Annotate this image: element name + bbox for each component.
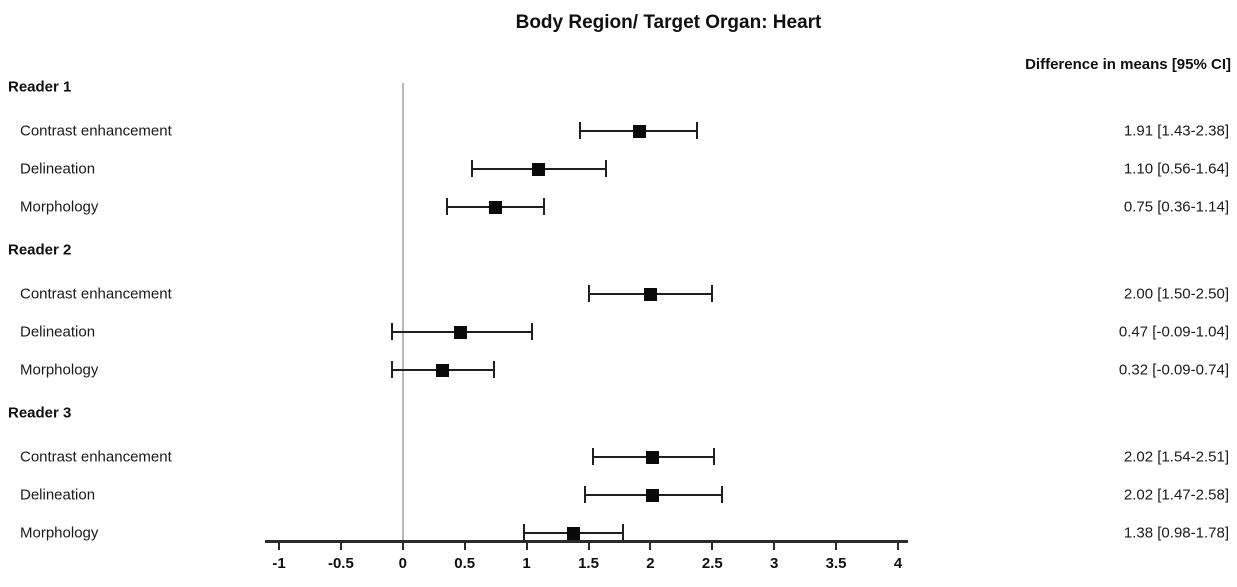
ci-cap-left xyxy=(587,285,590,302)
mean-marker xyxy=(646,450,660,464)
mean-marker xyxy=(567,526,581,540)
axis-tick-label: 3.5 xyxy=(825,555,847,572)
mean-marker xyxy=(632,124,646,138)
ci-cap-right xyxy=(604,160,607,177)
ci-cap-left xyxy=(578,122,581,139)
row-label: Contrast enhancement xyxy=(20,285,172,303)
row-label: Morphology xyxy=(20,198,99,216)
ci-cap-right xyxy=(711,285,714,302)
axis-tick xyxy=(649,540,652,550)
ci-column-header: Difference in means [95% CI] xyxy=(1025,56,1231,73)
axis-tick-label: 3 xyxy=(770,555,779,572)
axis-tick xyxy=(278,540,280,550)
ci-cap-right xyxy=(712,448,715,465)
ci-value-label: 0.47 [-0.09-1.04] xyxy=(1118,323,1229,341)
ci-cap-left xyxy=(592,448,595,465)
ci-cap-right xyxy=(530,323,533,340)
mean-marker xyxy=(646,488,660,502)
row-label: Contrast enhancement xyxy=(20,122,172,140)
ci-cap-right xyxy=(721,486,724,503)
ci-cap-left xyxy=(446,198,449,215)
axis-tick xyxy=(711,540,714,550)
ci-value-label: 2.02 [1.54-2.51] xyxy=(1123,448,1229,466)
ci-value-label: 0.32 [-0.09-0.74] xyxy=(1118,361,1229,379)
reader-group-label: Reader 3 xyxy=(8,404,72,422)
ci-cap-left xyxy=(523,524,526,541)
ci-cap-right xyxy=(696,122,699,139)
axis-tick-label: 1.5 xyxy=(578,555,599,572)
axis-tick-label: 4 xyxy=(893,555,903,572)
ci-value-label: 0.75 [0.36-1.14] xyxy=(1123,198,1229,216)
mean-marker xyxy=(643,287,657,301)
reader-group-label: Reader 2 xyxy=(8,241,72,259)
ci-value-label: 1.10 [0.56-1.64] xyxy=(1123,160,1229,178)
row-label: Delineation xyxy=(20,323,96,341)
axis-tick xyxy=(835,540,838,550)
row-label: Delineation xyxy=(20,486,96,504)
axis-tick-label: 2.5 xyxy=(701,555,723,572)
axis-tick xyxy=(587,540,590,550)
ci-value-label: 1.91 [1.43-2.38] xyxy=(1123,122,1229,140)
axis-tick-label: -1 xyxy=(272,555,286,572)
axis-tick-label: 0 xyxy=(398,555,407,572)
ci-cap-right xyxy=(622,524,625,541)
axis-tick-label: 1 xyxy=(522,555,531,572)
axis-tick xyxy=(401,540,404,550)
chart-title: Body Region/ Target Organ: Heart xyxy=(515,12,822,33)
axis-tick xyxy=(773,540,776,550)
axis-tick xyxy=(897,540,899,550)
row-label: Contrast enhancement xyxy=(20,448,172,466)
mean-marker xyxy=(489,200,503,214)
axis-tick-label: 2 xyxy=(646,555,655,572)
row-label: Delineation xyxy=(20,160,96,178)
ci-cap-left xyxy=(390,361,393,378)
row-label: Morphology xyxy=(20,524,99,542)
axis-tick xyxy=(525,540,528,550)
axis-tick xyxy=(463,540,466,550)
axis-tick xyxy=(339,540,342,550)
ci-cap-left xyxy=(471,160,474,177)
ci-cap-left xyxy=(583,486,586,503)
row-label: Morphology xyxy=(20,361,99,379)
ci-value-label: 1.38 [0.98-1.78] xyxy=(1123,524,1229,542)
ci-cap-right xyxy=(493,361,496,378)
reader-group-label: Reader 1 xyxy=(8,78,72,96)
ci-value-label: 2.02 [1.47-2.58] xyxy=(1123,486,1229,504)
axis-tick-label: 0.5 xyxy=(454,555,476,572)
mean-marker xyxy=(435,363,449,377)
ci-cap-left xyxy=(390,323,393,340)
mean-marker xyxy=(532,162,546,176)
mean-marker xyxy=(454,325,468,339)
ci-cap-right xyxy=(542,198,545,215)
x-axis xyxy=(265,540,908,543)
zero-reference-line xyxy=(401,83,404,542)
axis-tick-label: -0.5 xyxy=(327,555,354,572)
ci-value-label: 2.00 [1.50-2.50] xyxy=(1123,285,1229,303)
